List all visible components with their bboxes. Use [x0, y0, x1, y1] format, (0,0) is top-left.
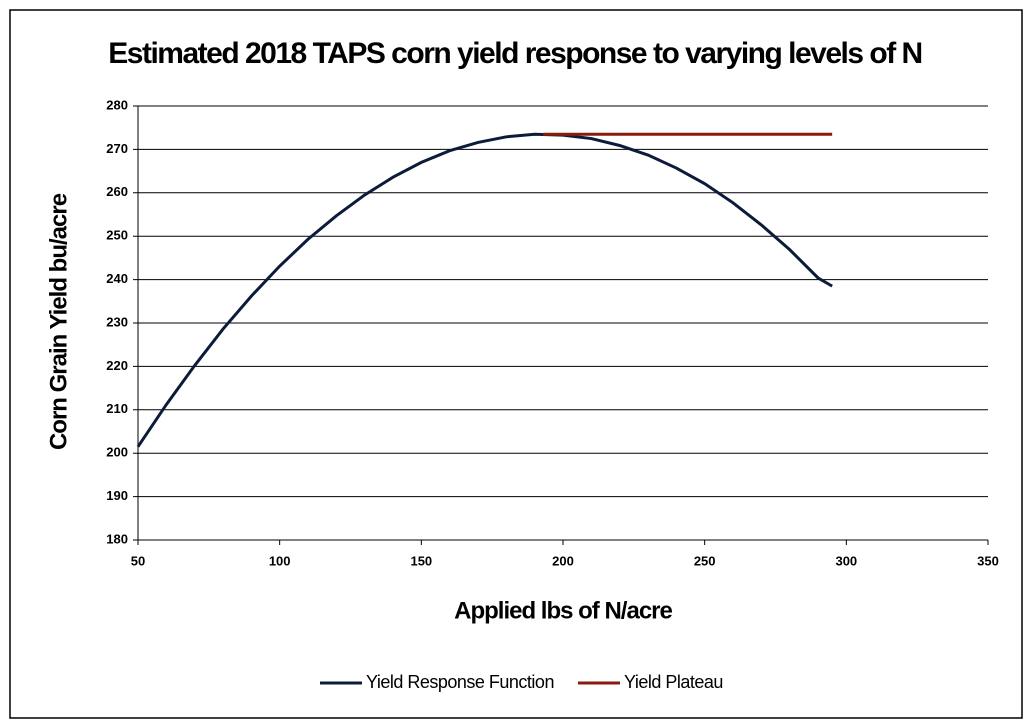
y-tick-label: 210	[106, 401, 128, 416]
legend-label: Yield Response Function	[366, 672, 554, 692]
y-tick-label: 180	[106, 531, 128, 546]
legend-label: Yield Plateau	[624, 672, 723, 692]
x-tick-label: 250	[694, 553, 716, 568]
x-tick-label: 300	[835, 553, 857, 568]
y-tick-label: 190	[106, 488, 128, 503]
y-axis-label: Corn Grain Yield bu/acre	[45, 193, 72, 450]
y-tick-label: 240	[106, 271, 128, 286]
y-tick-label: 220	[106, 358, 128, 373]
chart-title: Estimated 2018 TAPS corn yield response …	[108, 37, 921, 70]
x-tick-label: 100	[269, 553, 291, 568]
y-tick-label: 230	[106, 314, 128, 329]
y-tick-label: 260	[106, 184, 128, 199]
x-tick-label: 350	[977, 553, 999, 568]
y-tick-label: 200	[106, 445, 128, 460]
x-tick-label: 200	[552, 553, 574, 568]
x-axis-label: Applied lbs of N/acre	[454, 597, 672, 624]
chart-border	[9, 9, 1023, 719]
x-tick-label: 50	[131, 553, 145, 568]
series-line	[136, 132, 833, 448]
y-tick-label: 270	[106, 141, 128, 156]
y-tick-label: 250	[106, 228, 128, 243]
y-tick-label: 280	[106, 97, 128, 112]
x-tick-label: 150	[410, 553, 432, 568]
